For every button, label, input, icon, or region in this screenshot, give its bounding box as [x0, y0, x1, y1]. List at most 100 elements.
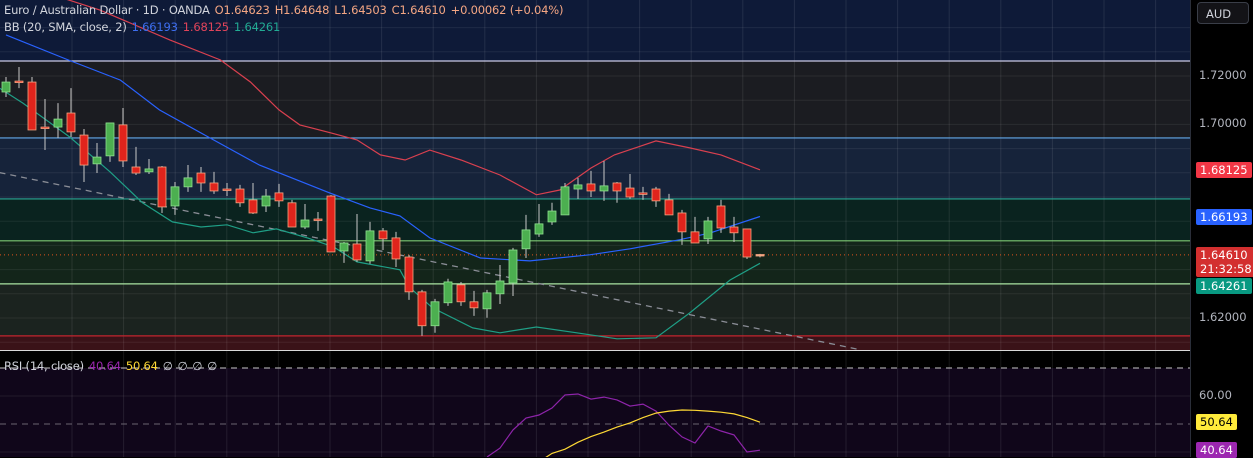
- bb-upper-line: [66, 0, 761, 196]
- candle-down: [469, 301, 479, 309]
- candle-down: [66, 112, 76, 133]
- candle-down: [742, 228, 752, 258]
- candle-down: [651, 188, 661, 202]
- ohlc-high: H1.64648: [274, 3, 330, 17]
- bollinger-bands-layer: [0, 0, 761, 340]
- bb-label[interactable]: BB (20, SMA, close, 2): [4, 20, 127, 34]
- currency-button[interactable]: AUD: [1197, 2, 1249, 24]
- candle-down: [456, 284, 466, 303]
- candle-up: [339, 242, 349, 252]
- price-tick-label: 1.70000: [1199, 116, 1247, 131]
- price-tick-label: 1.62000: [1199, 310, 1247, 324]
- grid-layer: [0, 0, 1190, 457]
- rsi-extra-value: ∅: [162, 359, 173, 373]
- zone-band: [0, 240, 1190, 284]
- rsi-label[interactable]: RSI (14, close): [4, 359, 84, 373]
- candle-down: [157, 166, 167, 208]
- rsi-layer: [486, 393, 761, 457]
- candle-down: [378, 230, 388, 240]
- trendline-layer[interactable]: [0, 171, 1190, 351]
- candle-up: [508, 249, 518, 284]
- bb-lower-badge: 1.64261: [1196, 277, 1252, 294]
- candle-up: [53, 118, 63, 128]
- candle-up: [261, 195, 271, 207]
- candle-up: [183, 177, 193, 188]
- candle-down: [404, 256, 414, 293]
- bb-upper-value: 1.68125: [182, 20, 229, 34]
- zone-band: [0, 198, 1190, 241]
- candle-up: [170, 186, 180, 207]
- ohlc-close: C1.64610: [391, 3, 446, 17]
- candle-up: [547, 210, 557, 223]
- candle-down: [612, 182, 622, 192]
- ohlc-open: O1.64623: [214, 3, 270, 17]
- candle-down: [235, 188, 245, 204]
- candle-down: [118, 124, 128, 162]
- bb-basis-value: 1.66193: [131, 20, 178, 34]
- rsi-ma-line: [545, 409, 761, 457]
- candle-up: [443, 281, 453, 304]
- candle-down: [287, 202, 297, 228]
- bb-upper-badge: 1.68125: [1196, 161, 1252, 178]
- rsi-badge: 40.64: [1196, 442, 1237, 458]
- candle-up: [144, 168, 154, 173]
- candle-down: [625, 187, 635, 198]
- candle-up: [573, 184, 583, 190]
- candle-down: [326, 195, 336, 253]
- bb-legend[interactable]: BB (20, SMA, close, 2) 1.66193 1.68125 1.64…: [4, 20, 285, 34]
- candle-up: [300, 219, 310, 228]
- last-price: 1.64610: [1200, 247, 1248, 262]
- last-price-badge: 1.64610 21:32:58: [1196, 246, 1253, 277]
- zone-band: [0, 335, 1190, 350]
- candle-down: [729, 226, 739, 234]
- rsi-ma-badge: 50.64: [1196, 414, 1237, 431]
- candle-down: [391, 237, 401, 260]
- candles-layer: [1, 67, 765, 336]
- candle-up: [703, 220, 713, 240]
- symbol-title[interactable]: Euro / Australian Dollar · 1D · OANDA: [4, 3, 210, 17]
- ohlc-low: L1.64503: [334, 3, 387, 17]
- rsi-legend[interactable]: RSI (14, close) 40.64 50.64 ∅ ∅ ∅ ∅: [4, 359, 222, 373]
- price-tick-label: 1.72000: [1199, 68, 1247, 82]
- candle-down: [313, 218, 323, 221]
- rsi-extra-value: ∅: [207, 359, 218, 373]
- zone-band: [0, 60, 1190, 138]
- candle-down: [677, 212, 687, 233]
- symbol-legend[interactable]: Euro / Australian Dollar · 1D · OANDA O1.…: [4, 3, 568, 17]
- candle-down: [417, 291, 427, 327]
- bb-lower-line: [0, 87, 761, 340]
- countdown-timer: 21:32:58: [1200, 261, 1252, 276]
- candle-down: [716, 205, 726, 229]
- candle-down: [131, 166, 141, 174]
- rsi-background: [0, 368, 1190, 457]
- candle-down: [352, 243, 362, 261]
- candle-up: [365, 230, 375, 262]
- candle-down: [586, 183, 596, 192]
- rsi-extra-value: ∅: [177, 359, 188, 373]
- bb-basis-badge: 1.66193: [1196, 208, 1252, 225]
- candle-up: [92, 156, 102, 165]
- rsi-background-top: [0, 351, 1190, 368]
- bb-basis-line: [5, 34, 761, 262]
- candle-down: [79, 134, 89, 166]
- price-axis[interactable]: [1190, 0, 1253, 457]
- candle-down: [664, 199, 674, 216]
- candle-down: [40, 126, 50, 129]
- candle-up: [482, 292, 492, 310]
- candle-up: [534, 223, 544, 235]
- candle-up: [599, 185, 609, 192]
- candle-down: [222, 188, 232, 191]
- bb-lower-value: 1.64261: [233, 20, 281, 34]
- trendline[interactable]: [0, 171, 861, 351]
- candle-up: [495, 280, 505, 295]
- ohlc-change: +0.00062 (+0.04%): [450, 3, 564, 17]
- candle-down: [14, 80, 24, 83]
- rsi-value: 40.64: [88, 359, 121, 373]
- candle-up: [105, 122, 115, 157]
- candle-up: [430, 301, 440, 327]
- candle-down: [196, 172, 206, 184]
- candle-up: [1, 81, 11, 93]
- rsi-extra-value: ∅: [192, 359, 203, 373]
